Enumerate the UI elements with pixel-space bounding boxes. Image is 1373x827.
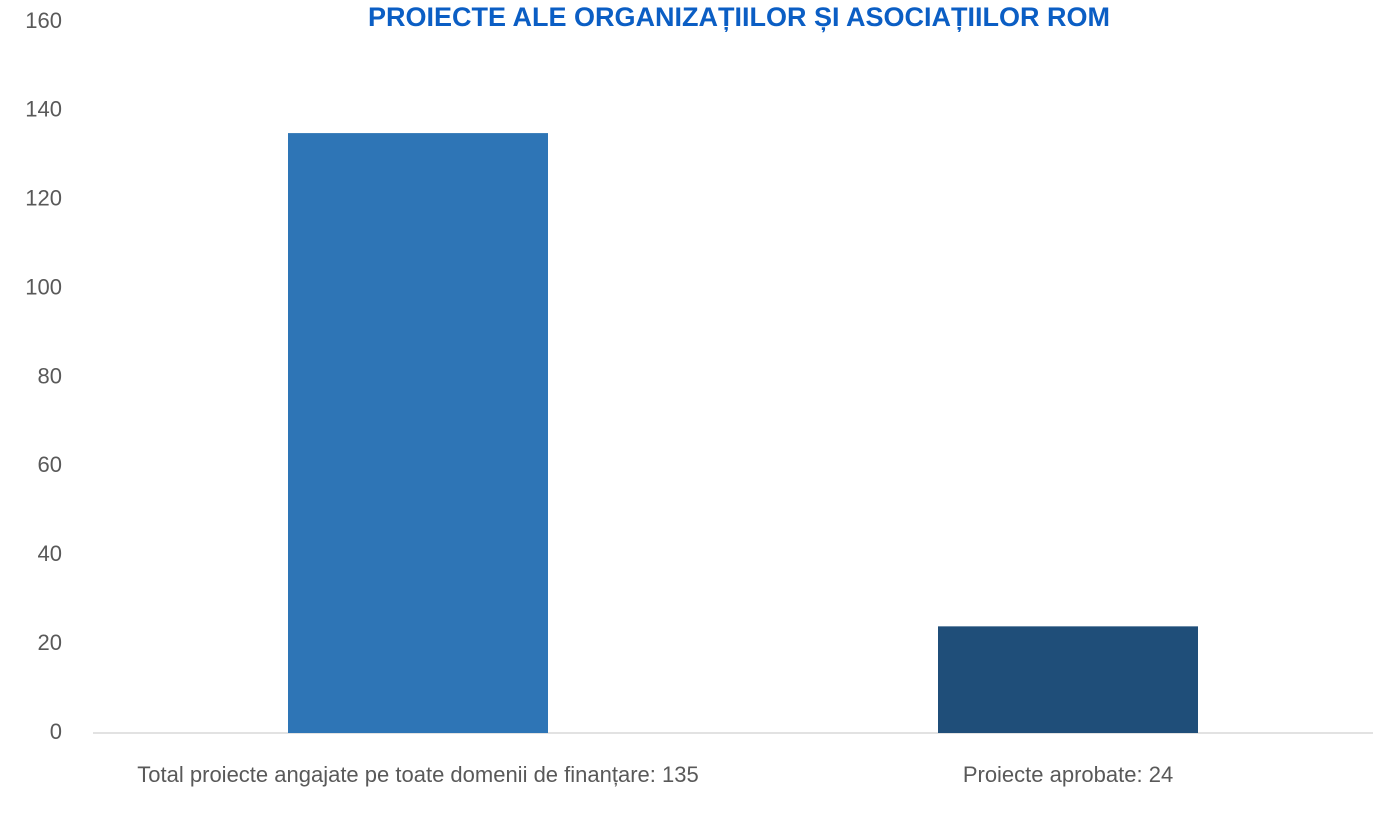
y-tick-label: 140	[25, 97, 62, 122]
x-tick-label: Total proiecte angajate pe toate domenii…	[137, 762, 699, 787]
y-tick-label: 0	[50, 719, 62, 744]
chart-title: PROIECTE ALE ORGANIZAȚIILOR ȘI ASOCIAȚII…	[368, 2, 1110, 32]
x-tick-label: Proiecte aprobate: 24	[962, 762, 1174, 787]
y-tick-label: 80	[38, 363, 62, 388]
y-tick-label: 40	[38, 541, 62, 566]
y-tick-label: 160	[25, 8, 62, 33]
y-tick-label: 60	[38, 452, 62, 477]
y-tick-label: 120	[25, 186, 62, 211]
y-tick-label: 20	[38, 630, 62, 655]
y-tick-label: 100	[25, 274, 62, 299]
bar	[288, 133, 548, 733]
bar	[938, 626, 1198, 733]
